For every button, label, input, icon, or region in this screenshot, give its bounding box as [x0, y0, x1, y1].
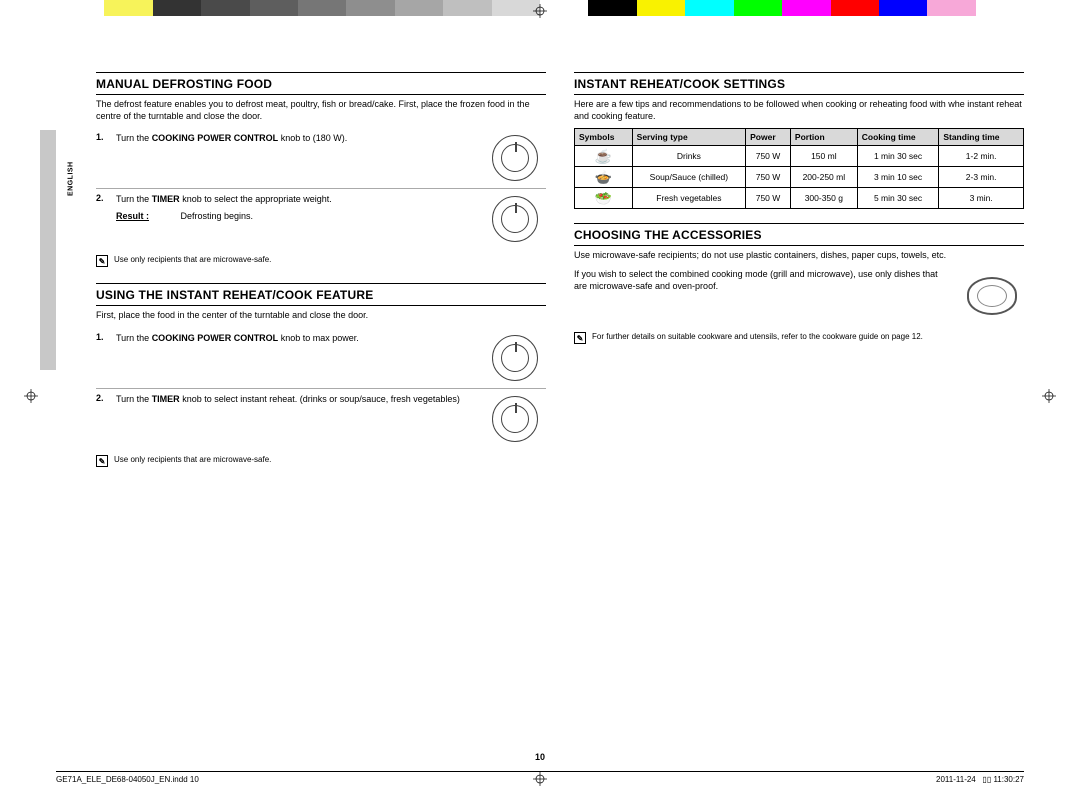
settings-tbody: ☕Drinks750 W150 ml1 min 30 sec1-2 min.🍲S… [575, 146, 1024, 209]
color-swatch [298, 0, 346, 16]
heading-manual-defrosting: MANUAL DEFROSTING FOOD [96, 72, 546, 95]
color-swatch [927, 0, 975, 16]
cell-standtime: 3 min. [939, 188, 1024, 209]
heading-accessories: CHOOSING THE ACCESSORIES [574, 223, 1024, 246]
cell-cooktime: 3 min 10 sec [857, 167, 939, 188]
note-text: Use only recipients that are microwave-s… [114, 455, 271, 464]
accessory-figure [960, 270, 1024, 322]
th-serving: Serving type [632, 129, 745, 146]
color-swatch [56, 0, 104, 16]
para-defrost-intro: The defrost feature enables you to defro… [96, 99, 546, 122]
th-standing-time: Standing time [939, 129, 1024, 146]
accessories-block: If you wish to select the combined cooki… [574, 268, 1024, 326]
th-power: Power [746, 129, 791, 146]
note-text: Use only recipients that are microwave-s… [114, 255, 271, 264]
color-swatch [153, 0, 201, 16]
note-icon: ✎ [96, 455, 108, 467]
step-number: 2. [96, 393, 110, 403]
para-accessories-2: If you wish to select the combined cooki… [574, 268, 1024, 292]
step-text: Turn the TIMER knob to select the approp… [116, 193, 478, 221]
note-text: For further details on suitable cookware… [592, 332, 923, 341]
cell-portion: 300-350 g [790, 188, 857, 209]
cell-serving: Fresh vegetables [632, 188, 745, 209]
cell-symbol: 🥗 [575, 188, 633, 209]
power-dial-figure [484, 332, 546, 384]
color-swatch [782, 0, 830, 16]
table-row: ☕Drinks750 W150 ml1 min 30 sec1-2 min. [575, 146, 1024, 167]
cell-portion: 150 ml [790, 146, 857, 167]
step-text: Turn the TIMER knob to select instant re… [116, 393, 478, 405]
color-swatch [443, 0, 491, 16]
page-content: MANUAL DEFROSTING FOOD The defrost featu… [96, 72, 1024, 748]
color-swatch [250, 0, 298, 16]
note-icon: ✎ [96, 255, 108, 267]
color-swatch [685, 0, 733, 16]
cell-serving: Drinks [632, 146, 745, 167]
margin-gray-strip [40, 130, 56, 370]
reheat-step-1: 1. Turn the COOKING POWER CONTROL knob t… [96, 328, 546, 389]
defrost-step-2: 2. Turn the TIMER knob to select the app… [96, 189, 546, 249]
table-row: 🍲Soup/Sauce (chilled)750 W200-250 ml3 mi… [575, 167, 1024, 188]
para-reheat-intro: First, place the food in the center of t… [96, 310, 546, 322]
color-swatch [346, 0, 394, 16]
footer: GE71A_ELE_DE68-04050J_EN.indd 10 2011-11… [56, 771, 1024, 784]
color-swatch [395, 0, 443, 16]
cell-serving: Soup/Sauce (chilled) [632, 167, 745, 188]
th-symbols: Symbols [575, 129, 633, 146]
defrost-note: ✎ Use only recipients that are microwave… [96, 249, 546, 273]
color-swatch [104, 0, 152, 16]
color-swatch [734, 0, 782, 16]
step-number: 1. [96, 132, 110, 142]
cell-symbol: 🍲 [575, 167, 633, 188]
th-portion: Portion [790, 129, 857, 146]
cell-standtime: 2-3 min. [939, 167, 1024, 188]
timer-dial-figure [484, 193, 546, 245]
cell-cooktime: 5 min 30 sec [857, 188, 939, 209]
registration-mark-top [533, 4, 547, 18]
cell-portion: 200-250 ml [790, 167, 857, 188]
heading-instant-reheat: USING THE INSTANT REHEAT/COOK FEATURE [96, 283, 546, 306]
step-number: 2. [96, 193, 110, 203]
registration-mark-left [24, 389, 38, 403]
color-swatch [540, 0, 588, 16]
step-text: Turn the COOKING POWER CONTROL knob to m… [116, 332, 478, 344]
reheat-step-2: 2. Turn the TIMER knob to select instant… [96, 389, 546, 449]
cell-power: 750 W [746, 188, 791, 209]
right-column: INSTANT REHEAT/COOK SETTINGS Here are a … [574, 72, 1024, 748]
language-tab: ENGLISH [62, 140, 80, 218]
color-swatch [637, 0, 685, 16]
reheat-note: ✎ Use only recipients that are microwave… [96, 449, 546, 473]
color-swatch [831, 0, 879, 16]
settings-table: Symbols Serving type Power Portion Cooki… [574, 128, 1024, 209]
color-swatch [879, 0, 927, 16]
footer-datetime: 2011-11-24 ▯▯ 11:30:27 [936, 775, 1024, 784]
heading-reheat-settings: INSTANT REHEAT/COOK SETTINGS [574, 72, 1024, 95]
color-swatch [201, 0, 249, 16]
cell-cooktime: 1 min 30 sec [857, 146, 939, 167]
cell-power: 750 W [746, 146, 791, 167]
page-number: 10 [0, 752, 1080, 762]
footer-file: GE71A_ELE_DE68-04050J_EN.indd 10 [56, 775, 199, 784]
registration-mark-right [1042, 389, 1056, 403]
cell-standtime: 1-2 min. [939, 146, 1024, 167]
accessories-note: ✎ For further details on suitable cookwa… [574, 326, 1024, 350]
cell-power: 750 W [746, 167, 791, 188]
para-accessories-1: Use microwave-safe recipients; do not us… [574, 250, 1024, 262]
color-swatch [588, 0, 636, 16]
th-cooking-time: Cooking time [857, 129, 939, 146]
para-settings-intro: Here are a few tips and recommendations … [574, 99, 1024, 122]
power-dial-figure [484, 132, 546, 184]
note-icon: ✎ [574, 332, 586, 344]
timer-dial-figure [484, 393, 546, 445]
step-text: Turn the COOKING POWER CONTROL knob to (… [116, 132, 478, 144]
table-row: 🥗Fresh vegetables750 W300-350 g5 min 30 … [575, 188, 1024, 209]
left-column: MANUAL DEFROSTING FOOD The defrost featu… [96, 72, 546, 748]
color-swatch [976, 0, 1024, 16]
step-number: 1. [96, 332, 110, 342]
defrost-step-1: 1. Turn the COOKING POWER CONTROL knob t… [96, 128, 546, 189]
cell-symbol: ☕ [575, 146, 633, 167]
